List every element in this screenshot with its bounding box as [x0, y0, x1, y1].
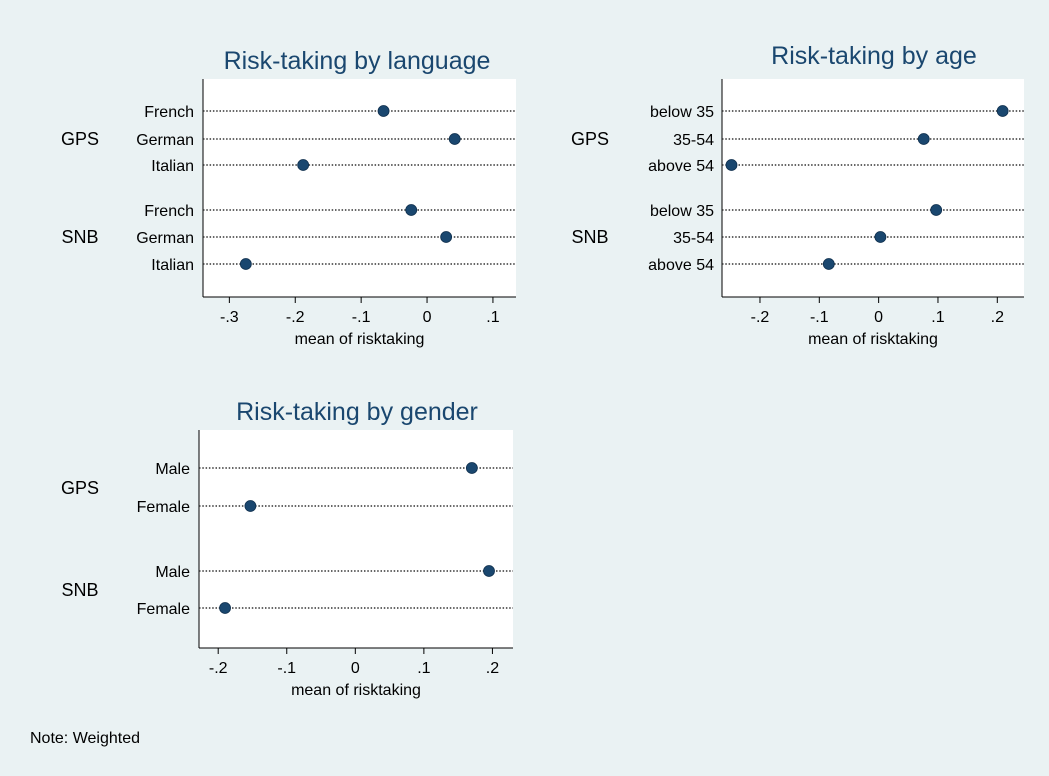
group-label: GPS [571, 129, 609, 149]
x-axis-title: mean of risktaking [295, 331, 425, 348]
x-tick-label: .1 [486, 309, 499, 326]
data-point [930, 204, 943, 216]
x-tick-label: 0 [423, 309, 432, 326]
x-tick-label: .2 [991, 309, 1004, 326]
chart-panel-1: Risk-taking by language GPS French German It… [61, 47, 516, 348]
category-label: 35-54 [673, 230, 714, 247]
x-tick-label: -.2 [209, 660, 228, 677]
data-point [239, 258, 252, 270]
x-tick-label: -.2 [286, 309, 305, 326]
x-tick-label: 0 [351, 660, 360, 677]
data-point [219, 602, 231, 614]
data-point [244, 500, 257, 512]
category-label: Male [155, 564, 190, 581]
data-point [465, 462, 478, 474]
category-label: French [144, 104, 194, 121]
data-point [725, 159, 738, 171]
category-label: French [144, 203, 194, 220]
data-point [996, 105, 1009, 117]
x-tick-label: .1 [417, 660, 430, 677]
data-point [917, 133, 930, 145]
chart-title: Risk-taking by language [224, 47, 491, 75]
group-label: SNB [61, 227, 98, 247]
chart-title: Risk-taking by gender [236, 398, 478, 426]
data-point [405, 204, 418, 216]
x-tick-label: 0 [874, 309, 883, 326]
category-label: Female [137, 499, 190, 516]
category-label: below 35 [650, 104, 714, 121]
x-tick-label: -.1 [810, 309, 829, 326]
data-point [297, 159, 310, 171]
plot-area [203, 79, 516, 297]
x-axis-title: mean of risktaking [291, 682, 421, 699]
category-label: Italian [151, 257, 194, 274]
chart-panels: Risk-taking by language GPS French German It… [61, 42, 1024, 699]
category-label: German [136, 230, 194, 247]
chart-panel-3: Risk-taking by gender GPS Male Female SNB Mal… [61, 398, 513, 699]
x-tick-label: .2 [486, 660, 499, 677]
data-point [377, 105, 390, 117]
x-tick-label: .1 [931, 309, 944, 326]
plot-area [722, 79, 1024, 297]
category-label: Female [137, 601, 190, 618]
group-label: GPS [61, 129, 99, 149]
x-tick-label: -.1 [277, 660, 296, 677]
category-label: below 35 [650, 203, 714, 220]
x-tick-label: -.2 [751, 309, 770, 326]
plot-area [199, 430, 513, 648]
chart-note: Note: Weighted [30, 730, 140, 747]
group-label: SNB [571, 227, 608, 247]
category-label: above 54 [648, 158, 714, 175]
chart-panel-2: Risk-taking by age GPS below 35 35-54 above … [571, 42, 1024, 348]
data-point [440, 231, 453, 243]
group-label: SNB [61, 580, 98, 600]
category-label: above 54 [648, 257, 714, 274]
x-tick-label: -.3 [220, 309, 239, 326]
category-label: Italian [151, 158, 194, 175]
data-point [822, 258, 835, 270]
category-label: 35-54 [673, 132, 714, 149]
category-label: Male [155, 461, 190, 478]
x-tick-label: -.1 [352, 309, 371, 326]
chart-title: Risk-taking by age [771, 42, 977, 70]
category-label: German [136, 132, 194, 149]
data-point [448, 133, 461, 145]
group-label: GPS [61, 478, 99, 498]
data-point [483, 565, 495, 577]
x-axis-title: mean of risktaking [808, 331, 938, 348]
data-point [874, 231, 887, 243]
